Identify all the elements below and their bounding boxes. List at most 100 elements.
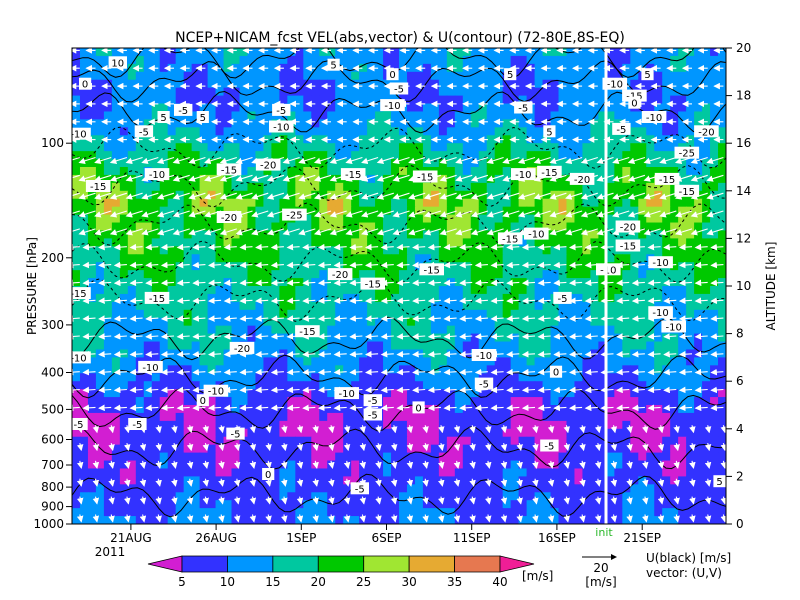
heatmap-cell [542,516,552,524]
heatmap-cell [518,198,528,208]
heatmap-cell [72,365,81,374]
heatmap-cell [271,420,280,430]
heatmap-cell [510,428,520,438]
heatmap-cell [494,452,504,462]
heatmap-cell [255,55,265,65]
heatmap-cell [622,436,631,446]
heatmap-cell [638,357,647,366]
heatmap-cell [630,79,639,89]
heatmap-cell [574,270,584,279]
heatmap-cell [534,500,544,509]
heatmap-cell [462,230,472,239]
heatmap-cell [367,436,376,446]
heatmap-cell [127,262,137,271]
heatmap-cell [430,238,440,247]
heatmap-cell [311,222,320,232]
heatmap-cell [446,111,456,120]
heatmap-cell [263,357,272,366]
heatmap-cell [191,143,201,152]
heatmap-cell [686,198,695,208]
heatmap-cell [143,198,153,208]
heatmap-cell [718,111,726,120]
heatmap-cell [510,516,520,524]
heatmap-cell [303,103,312,113]
heatmap-cell [343,301,352,311]
heatmap-cell [391,63,400,73]
heatmap-cell [534,103,544,113]
heatmap-cell [654,159,663,168]
heatmap-cell [87,95,97,105]
heatmap-cell [215,436,225,446]
heatmap-cell [327,159,336,168]
heatmap-cell [638,230,647,239]
heatmap-cell [654,71,663,81]
heatmap-cell [702,468,711,477]
heatmap-cell [566,500,576,509]
heatmap-cell [263,55,272,65]
heatmap-cell [518,262,528,271]
heatmap-cell [678,79,687,89]
heatmap-cell [103,159,113,168]
heatmap-cell [279,87,288,97]
heatmap-cell [494,151,504,160]
heatmap-cell [103,516,113,524]
heatmap-cell [518,278,528,287]
heatmap-cell [614,436,623,446]
heatmap-cell [478,159,488,168]
heatmap-cell [550,238,560,247]
heatmap-cell [239,452,249,462]
heatmap-cell [494,111,504,120]
wind-vector [642,514,649,523]
heatmap-cell [279,428,288,438]
heatmap-cell [111,492,121,501]
heatmap-cell [191,428,201,438]
heatmap-cell [462,79,472,89]
heatmap-cell [718,333,726,343]
heatmap-cell [478,317,488,327]
heatmap-cell [590,301,599,311]
heatmap-cell [454,405,464,414]
heatmap-cell [486,397,496,406]
heatmap-cell [638,397,647,406]
heatmap-cell [582,420,592,430]
heatmap-cell [375,63,384,73]
heatmap-cell [574,111,584,120]
heatmap-cell [694,468,703,477]
heatmap-cell [391,159,400,168]
heatmap-cell [454,357,464,366]
heatmap-cell [183,492,193,501]
heatmap-cell [95,254,105,263]
heatmap-cell [287,484,296,493]
heatmap-cell [702,293,711,303]
heatmap-cell [199,190,209,200]
heatmap-cell [271,389,280,398]
heatmap-cell [710,428,719,438]
heatmap-cell [391,198,400,208]
heatmap-cell [367,127,376,136]
heatmap-cell [311,48,320,57]
heatmap-cell [279,151,288,160]
heatmap-cell [95,476,105,485]
heatmap-cell [399,270,408,279]
heatmap-cell [654,420,663,430]
heatmap-cell [319,87,328,97]
heatmap-cell [694,230,703,239]
heatmap-cell [119,246,129,255]
heatmap-cell [534,286,544,295]
heatmap-cell [319,127,328,136]
heatmap-cell [327,436,336,446]
heatmap-cell [406,63,416,73]
heatmap-cell [518,357,528,366]
heatmap-cell [470,135,480,144]
heatmap-cell [494,182,504,192]
heatmap-cell [654,55,663,65]
heatmap-cell [478,508,488,517]
heatmap-cell [335,333,344,343]
heatmap-cell [127,63,137,73]
heatmap-cell [255,119,265,128]
heatmap-cell [438,309,448,319]
heatmap-cell [566,214,576,224]
heatmap-cell [622,151,631,160]
heatmap-cell [319,436,328,446]
heatmap-cell [79,325,89,335]
